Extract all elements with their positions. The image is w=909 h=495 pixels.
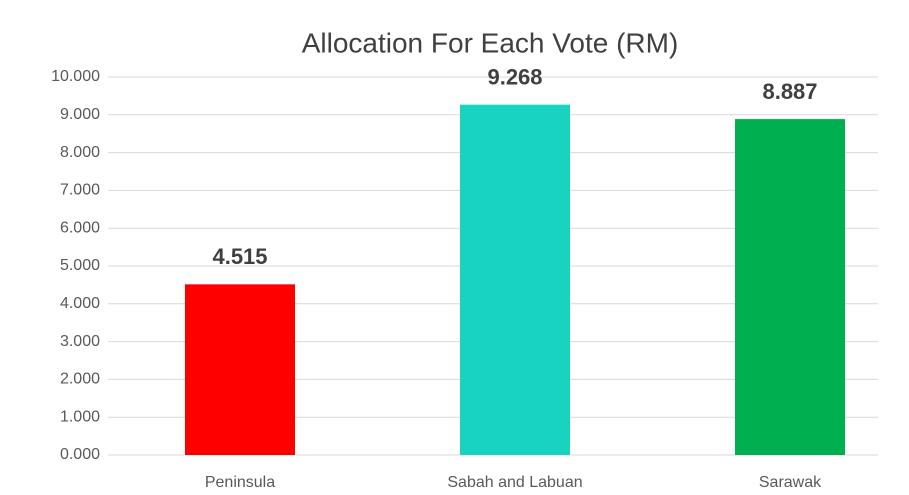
data-label: 8.887	[762, 79, 817, 104]
y-tick-label: 7.000	[60, 182, 100, 199]
bar	[185, 284, 295, 455]
x-tick-label: Sabah and Labuan	[447, 474, 582, 491]
y-tick-label: 1.000	[60, 408, 100, 425]
y-tick-label: 2.000	[60, 371, 100, 388]
bar	[735, 119, 845, 455]
data-label: 4.515	[212, 244, 267, 269]
bar	[460, 104, 570, 455]
data-label: 9.268	[487, 64, 542, 89]
y-tick-label: 6.000	[60, 219, 100, 236]
y-tick-label: 8.000	[60, 144, 100, 161]
y-tick-label: 9.000	[60, 106, 100, 123]
x-tick-label: Sarawak	[759, 474, 822, 491]
y-tick-label: 0.000	[60, 446, 100, 463]
chart-title: Allocation For Each Vote (RM)	[302, 27, 679, 58]
y-tick-label: 3.000	[60, 333, 100, 350]
y-tick-label: 10.000	[51, 68, 100, 85]
x-tick-label: Peninsula	[205, 474, 275, 491]
y-tick-label: 4.000	[60, 295, 100, 312]
y-tick-label: 5.000	[60, 257, 100, 274]
